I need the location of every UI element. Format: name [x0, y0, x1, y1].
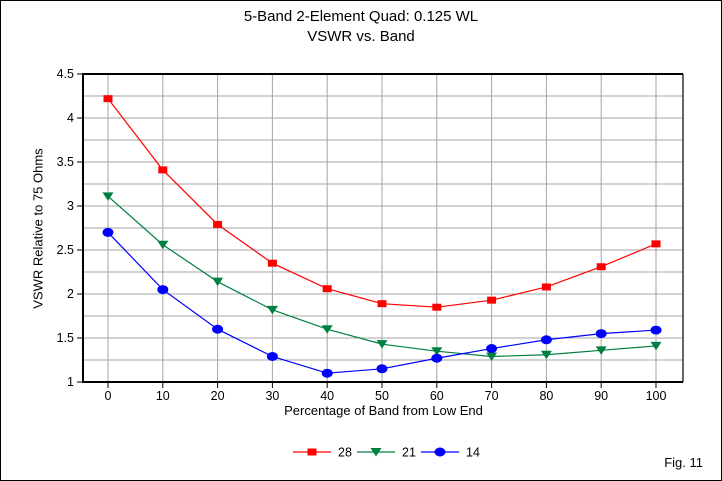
y-tick-label: 4.5	[57, 67, 74, 81]
data-point-marker-21	[540, 350, 552, 360]
legend-marker-28	[307, 448, 317, 456]
data-point-marker-14	[102, 227, 114, 237]
data-point-marker-21	[376, 340, 388, 349]
legend-marker-14	[434, 447, 446, 457]
data-point-marker-14	[157, 285, 169, 295]
data-point-marker-14	[321, 368, 333, 378]
data-point-marker-28	[487, 296, 497, 304]
data-point-marker-21	[157, 240, 169, 250]
data-point-marker-21	[595, 346, 607, 355]
data-point-marker-28	[322, 285, 332, 293]
legend-marker-21	[370, 448, 382, 457]
x-tick-label: 0	[105, 389, 112, 403]
data-point-marker-28	[541, 283, 551, 291]
data-point-marker-21	[431, 347, 443, 356]
data-point-marker-14	[540, 335, 552, 345]
data-point-marker-28	[377, 300, 387, 308]
data-point-marker-28	[432, 303, 442, 311]
legend-label-14: 14	[466, 446, 480, 460]
y-tick-label: 1.5	[57, 331, 74, 345]
chart-subtitle: VSWR vs. Band	[307, 28, 415, 45]
data-point-marker-28	[213, 220, 223, 228]
data-point-marker-28	[158, 166, 168, 174]
x-axis-title: Percentage of Band from Low End	[284, 403, 483, 418]
data-point-marker-28	[267, 259, 277, 267]
data-point-marker-21	[650, 341, 662, 351]
y-tick-label: 4	[67, 111, 74, 125]
data-point-marker-21	[321, 325, 333, 334]
x-tick-label: 100	[646, 389, 667, 403]
x-tick-label: 10	[156, 389, 170, 403]
x-tick-label: 20	[211, 389, 225, 403]
x-tick-label: 50	[375, 389, 389, 403]
figure-label: Fig. 11	[664, 455, 703, 470]
data-point-marker-14	[376, 364, 388, 374]
y-tick-label: 2.5	[57, 243, 74, 257]
y-tick-label: 3	[67, 199, 74, 213]
data-point-marker-21	[102, 192, 114, 201]
data-point-marker-14	[650, 325, 662, 335]
data-point-marker-28	[596, 263, 606, 271]
x-tick-label: 30	[265, 389, 279, 403]
y-tick-label: 1	[67, 375, 74, 389]
data-point-marker-28	[651, 240, 661, 248]
data-point-marker-14	[266, 351, 278, 361]
data-point-marker-14	[595, 329, 607, 339]
y-tick-label: 2	[67, 287, 74, 301]
x-tick-label: 40	[320, 389, 334, 403]
data-point-marker-14	[431, 353, 443, 363]
data-point-marker-21	[486, 352, 498, 361]
legend-label-21: 21	[402, 446, 416, 460]
x-tick-label: 70	[485, 389, 499, 403]
x-tick-label: 90	[594, 389, 608, 403]
data-point-marker-21	[212, 277, 224, 287]
y-tick-label: 3.5	[57, 155, 74, 169]
data-point-marker-14	[212, 324, 224, 334]
legend-label-28: 28	[338, 446, 352, 460]
chart-title: 5-Band 2-Element Quad: 0.125 WL	[243, 8, 479, 25]
x-tick-label: 80	[539, 389, 553, 403]
data-point-marker-14	[486, 344, 498, 354]
data-point-marker-21	[266, 305, 278, 315]
x-tick-label: 60	[430, 389, 444, 403]
y-axis-title: VSWR Relative to 75 Ohms	[30, 148, 46, 309]
data-point-marker-28	[103, 95, 113, 103]
